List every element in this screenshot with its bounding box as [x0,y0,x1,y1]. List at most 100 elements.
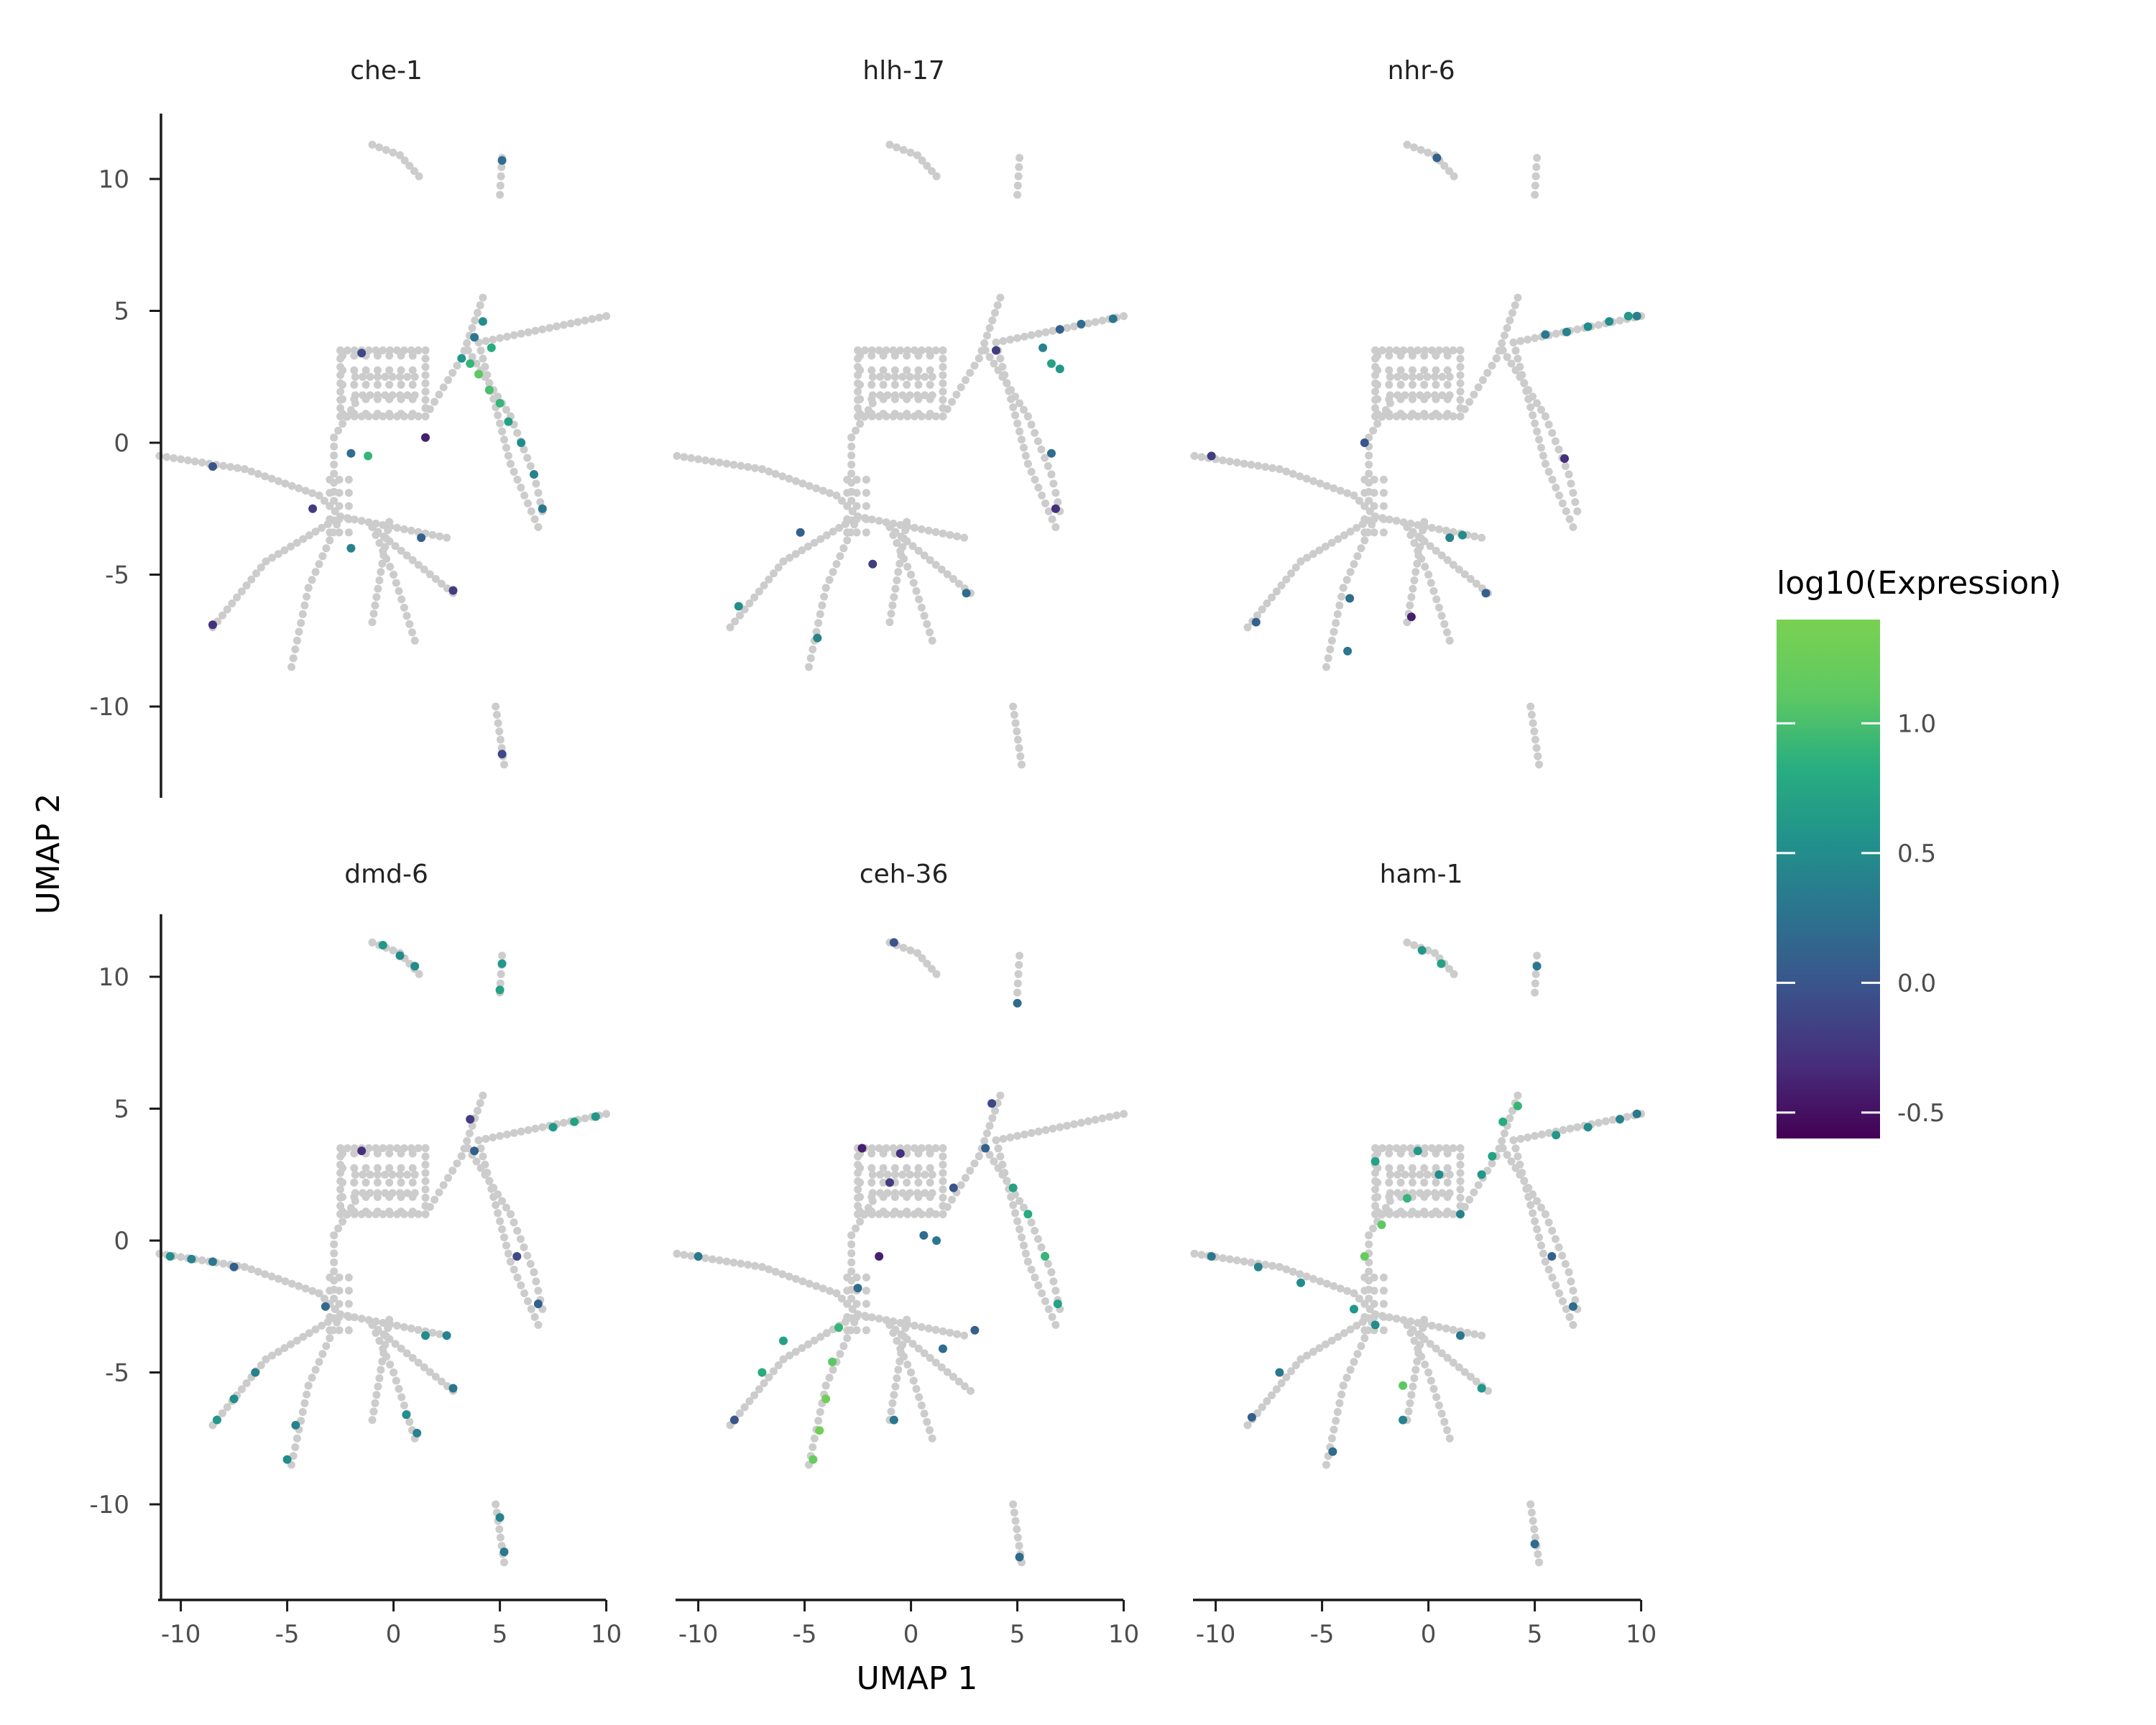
background-cell-point [1514,1091,1522,1100]
background-cell-point [953,532,962,540]
expressing-cell-point [1488,1151,1497,1161]
background-cell-point [1530,727,1539,736]
expressing-cell-point [1437,959,1446,968]
background-cell-point [914,1344,923,1353]
background-cell-point [918,954,926,962]
expressing-cell-point [1530,1540,1539,1549]
background-cell-point [1565,1312,1574,1321]
background-cell-point [1034,1127,1043,1136]
background-cell-point [338,1149,347,1158]
background-cell-point [903,518,911,526]
background-cell-point [1541,1210,1549,1218]
background-cell-point [765,467,773,476]
background-cell-point [1466,1373,1475,1381]
background-cell-point [917,1322,926,1331]
background-cell-point [1041,328,1050,336]
background-cell-point [975,354,983,363]
background-cell-point [832,560,841,569]
background-cell-point [1289,1267,1297,1276]
background-cell-point [980,1137,989,1145]
background-cell-point [257,564,265,571]
background-cell-point [1532,163,1541,171]
expressing-cell-point [417,533,426,543]
background-cell-point [1261,1261,1270,1269]
expressing-cell-point [1253,1262,1263,1271]
background-cell-point [820,592,829,601]
background-cell-point [281,479,290,488]
background-cell-point [937,1363,946,1371]
background-cell-point [305,1329,313,1338]
background-cell-point [510,1128,518,1137]
background-cell-point [1044,1260,1052,1268]
background-cell-point [903,1192,911,1201]
background-cell-point [330,451,338,460]
background-cell-point [553,322,561,331]
background-cell-point [875,517,883,525]
background-cell-point [268,1351,277,1360]
background-cell-point [402,1349,411,1358]
background-cell-point [909,1376,918,1385]
background-cell-point [1272,1385,1281,1394]
expressing-cell-point [548,1123,558,1132]
background-cell-point [1373,1149,1382,1158]
y-tick-label: -5 [105,1359,129,1388]
background-cell-point [715,459,724,466]
background-cell-point [1437,551,1446,560]
background-cell-point [1420,366,1429,374]
background-cell-point [344,1144,351,1152]
background-cell-point [1409,1325,1417,1334]
background-cell-point [1015,952,1024,960]
background-cell-point [374,584,382,593]
background-cell-point [740,1403,749,1412]
background-cell-point [1456,395,1465,404]
expressing-cell-point [448,586,458,595]
background-cell-point [1013,735,1022,744]
background-cell-point [397,1208,405,1216]
background-cell-point [448,369,457,377]
background-cell-point [1529,411,1537,420]
background-cell-point [914,546,923,555]
background-cell-point [867,1164,876,1172]
background-cell-point [1021,451,1030,460]
expressing-cell-point [538,504,547,513]
background-cell-point [1360,475,1369,484]
background-cell-point [926,351,934,360]
background-cell-point [1551,437,1560,446]
background-cell-point [981,346,990,354]
facet-title: nhr-6 [1388,56,1455,86]
background-cell-point [382,1332,391,1340]
background-cell-point [1009,702,1018,711]
background-cell-point [425,1368,434,1376]
background-cell-point [1343,1287,1352,1295]
background-cell-point [898,372,907,381]
background-cell-point [957,383,965,392]
background-cell-point [891,1325,900,1334]
background-cell-point [496,1217,505,1225]
background-cell-point [483,371,492,380]
background-cell-point [326,489,334,497]
expressing-cell-point [442,1331,451,1340]
background-cell-point [1443,1164,1452,1172]
expressing-cell-point [821,1394,831,1404]
background-cell-point [385,518,394,526]
background-cell-point [308,1374,316,1382]
background-cell-point [843,1334,852,1343]
background-cell-point [913,1170,921,1179]
background-cell-point [914,1164,923,1172]
background-cell-point [867,1192,876,1201]
background-cell-point [913,949,921,957]
background-cell-point [1392,1315,1401,1323]
background-cell-point [390,1368,398,1376]
background-cell-point [1091,318,1100,326]
background-cell-point [1623,1113,1631,1121]
background-cell-point [1322,1460,1330,1469]
background-cell-point [516,1235,525,1243]
background-cell-point [421,1210,430,1218]
background-cell-point [1498,1144,1507,1152]
background-cell-point [1483,1167,1492,1175]
background-cell-point [1070,322,1078,331]
background-cell-point [1353,1321,1361,1330]
background-cell-point [425,1202,434,1211]
background-cell-point [1316,479,1325,488]
expressing-cell-point [962,589,971,598]
